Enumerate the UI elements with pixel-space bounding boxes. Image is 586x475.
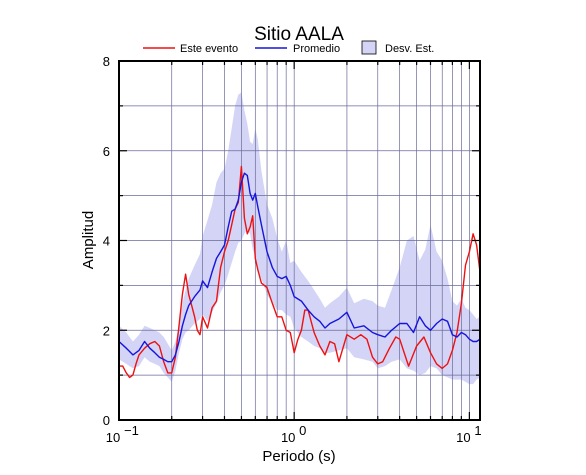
y-tick-label: 6 bbox=[103, 144, 110, 159]
x-tick-label: 10 bbox=[456, 430, 470, 445]
y-tick-label: 2 bbox=[103, 323, 110, 338]
series-line-este-evento bbox=[119, 165, 481, 379]
y-tick-label: 4 bbox=[103, 234, 110, 249]
chart-title: Sitio AALA bbox=[254, 24, 344, 45]
std-dev-band-layer bbox=[119, 92, 480, 385]
legend-label-este-evento: Este evento bbox=[180, 43, 238, 55]
legend-label-promedio: Promedio bbox=[293, 43, 340, 55]
x-tick-label: 10 bbox=[106, 430, 120, 445]
y-tick-label: 8 bbox=[103, 54, 110, 69]
x-axis-label: Periodo (s) bbox=[262, 448, 335, 465]
ticks-layer: 0 2 4 6 8 10 −1 10 0 10 1 bbox=[103, 54, 482, 445]
series-layer bbox=[118, 165, 481, 379]
series-line-promedio bbox=[118, 172, 481, 363]
x-tick-exponent: −1 bbox=[124, 423, 139, 438]
legend: Este evento Promedio Desv. Est. bbox=[143, 40, 434, 55]
y-axis-label: Amplitud bbox=[80, 211, 97, 269]
legend-swatch-desv-est bbox=[361, 40, 377, 55]
grid-layer bbox=[119, 61, 480, 420]
y-tick-label: 0 bbox=[103, 413, 110, 428]
legend-label-desv-est: Desv. Est. bbox=[385, 43, 434, 55]
std-dev-band bbox=[119, 92, 480, 385]
x-tick-exponent: 1 bbox=[474, 423, 481, 438]
x-tick-label: 10 bbox=[281, 430, 295, 445]
x-tick-exponent: 0 bbox=[299, 423, 306, 438]
